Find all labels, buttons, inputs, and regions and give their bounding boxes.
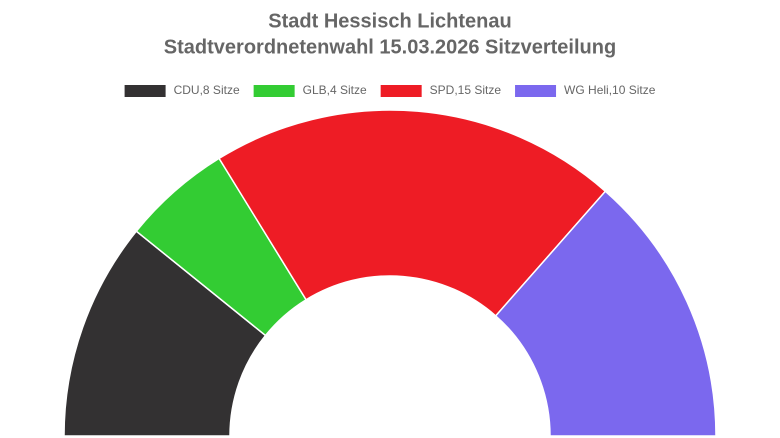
legend-swatch	[380, 85, 422, 97]
legend-label: WG Heli,10 Sitze	[564, 83, 656, 97]
legend-label: GLB,4 Sitze	[303, 83, 367, 97]
legend-swatch	[515, 85, 557, 97]
slice	[218, 109, 607, 317]
chart-subtitle: Stadtverordnetenwahl 15.03.2026 Sitzvert…	[164, 36, 616, 58]
legend-label: CDU,8 Sitze	[174, 83, 240, 97]
legend-swatch	[124, 85, 166, 97]
chart-title: Stadt Hessisch Lichtenau	[268, 10, 511, 32]
slice	[494, 190, 717, 437]
legend-swatch	[253, 85, 295, 97]
legend-label: SPD,15 Sitze	[430, 83, 502, 97]
